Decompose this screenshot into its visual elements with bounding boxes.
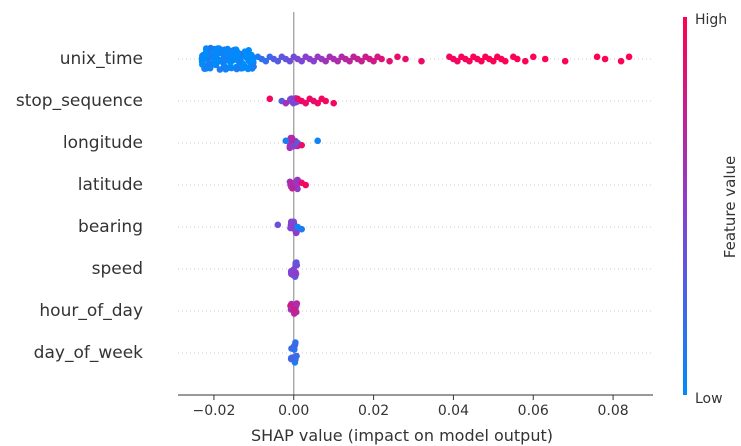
shap-point xyxy=(288,356,295,363)
feature-label: unix_time xyxy=(60,49,143,69)
shap-point xyxy=(314,138,321,145)
shap-point xyxy=(530,54,537,61)
shap-point xyxy=(288,271,295,278)
beeswarm-points xyxy=(199,45,633,366)
shap-point xyxy=(283,138,290,145)
shap-point xyxy=(289,185,296,192)
shap-point xyxy=(215,50,222,57)
shap-point xyxy=(291,343,298,350)
x-tick-label: 0.06 xyxy=(518,403,549,419)
shap-point xyxy=(514,56,521,63)
shap-point xyxy=(542,56,549,63)
colorbar-high-label: High xyxy=(695,12,727,28)
x-tick-label: −0.02 xyxy=(192,403,235,419)
shap-point xyxy=(291,306,298,313)
x-tick-label: 0.04 xyxy=(438,403,469,419)
x-tick-label: 0.08 xyxy=(597,403,628,419)
feature-label: day_of_week xyxy=(34,343,143,363)
shap-point xyxy=(402,56,409,63)
row-gridlines xyxy=(178,59,653,353)
shap-point xyxy=(418,58,425,65)
shap-point xyxy=(215,58,222,65)
feature-labels: unix_time stop_sequence longitude latitude b… xyxy=(16,49,143,363)
feature-label: latitude xyxy=(78,175,143,195)
shap-point xyxy=(562,58,569,65)
shap-point xyxy=(594,54,601,61)
shap-point xyxy=(203,51,210,58)
shap-point xyxy=(298,226,305,233)
shap-point xyxy=(618,58,625,65)
shap-point xyxy=(217,66,224,73)
shap-point xyxy=(199,58,206,65)
feature-label: longitude xyxy=(63,133,143,153)
shap-point xyxy=(223,48,230,55)
x-axis-ticks: −0.02 0.00 0.02 0.04 0.06 0.08 xyxy=(192,395,628,419)
shap-point xyxy=(298,142,305,149)
colorbar-title: Feature value xyxy=(721,156,739,258)
shap-point xyxy=(394,54,401,61)
shap-point xyxy=(602,56,609,63)
shap-point xyxy=(330,100,337,107)
shap-point xyxy=(522,58,529,65)
shap-point xyxy=(250,63,257,70)
feature-label: speed xyxy=(92,259,143,279)
shap-point xyxy=(267,96,274,103)
x-axis-title: SHAP value (impact on model output) xyxy=(251,426,553,445)
x-tick-label: 0.00 xyxy=(278,403,309,419)
shap-point xyxy=(302,182,309,189)
shap-point xyxy=(626,54,633,61)
shap-point xyxy=(293,179,300,186)
x-tick-label: 0.02 xyxy=(358,403,389,419)
shap-point xyxy=(290,219,297,226)
shap-point xyxy=(322,98,329,105)
colorbar-low-label: Low xyxy=(695,391,723,407)
shap-point xyxy=(292,260,299,267)
shap-point xyxy=(228,65,235,72)
shap-point xyxy=(207,45,214,52)
shap-point xyxy=(283,100,290,107)
feature-label: bearing xyxy=(78,217,143,237)
shap-point xyxy=(502,58,509,65)
feature-label: stop_sequence xyxy=(16,91,143,111)
shap-point xyxy=(231,53,238,60)
shap-point xyxy=(378,56,385,63)
colorbar xyxy=(683,17,687,395)
shap-point xyxy=(275,222,282,229)
shap-point xyxy=(207,65,214,72)
feature-label: hour_of_day xyxy=(39,301,143,321)
shap-point xyxy=(245,52,252,59)
shap-point xyxy=(386,58,393,65)
